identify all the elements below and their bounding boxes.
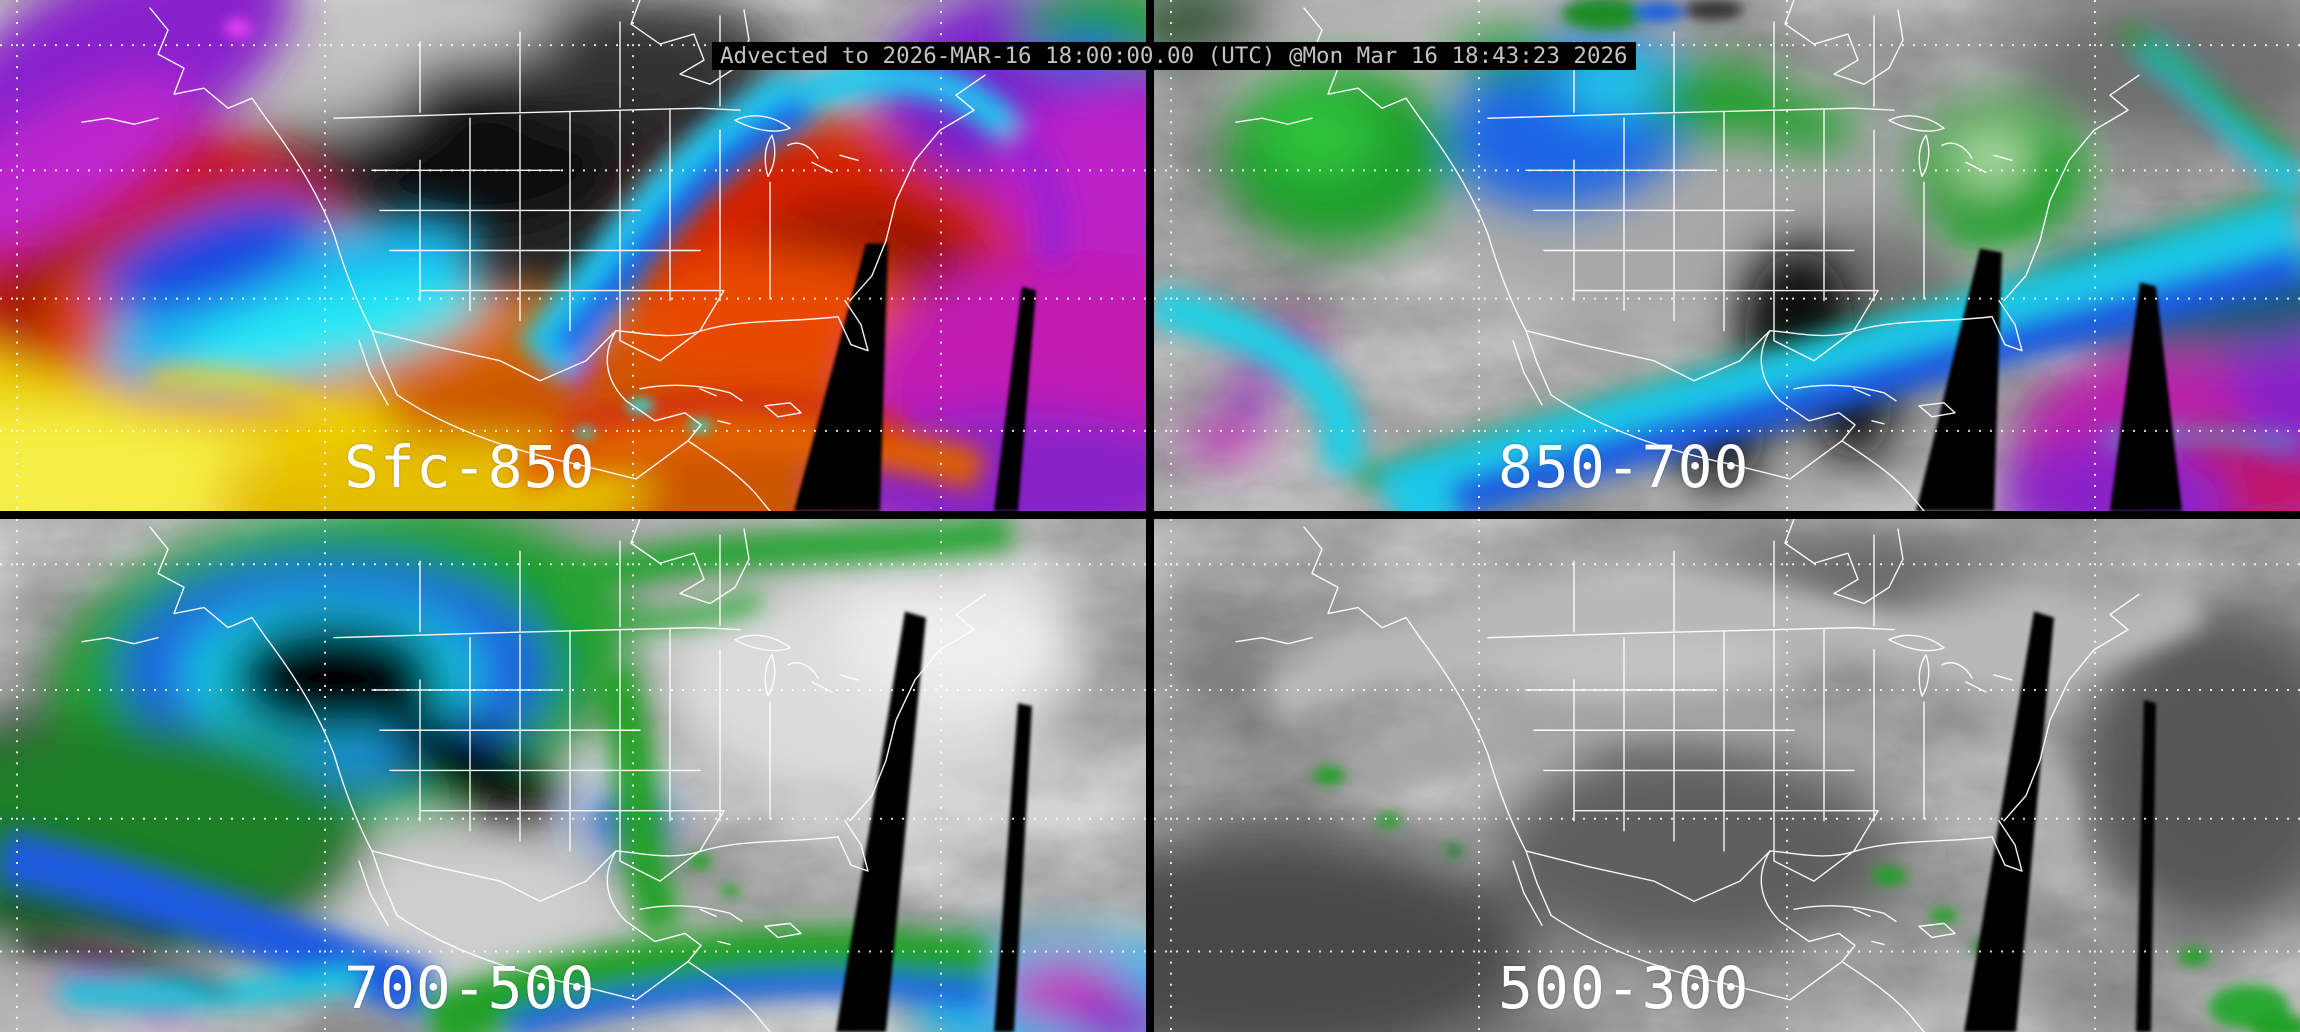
satellite-image-850-700 [1154, 0, 2300, 511]
satellite-image-500-300 [1154, 519, 2300, 1032]
panel-700-500: 700-500 [0, 519, 1146, 1032]
layer-label-850-700: 850-700 [1498, 433, 1750, 501]
panel-500-300: 500-300 [1154, 519, 2300, 1032]
layer-label-700-500: 700-500 [344, 954, 596, 1022]
layer-label-500-300: 500-300 [1498, 954, 1750, 1022]
layer-label-sfc-850: Sfc-850 [344, 433, 596, 501]
data-gap-wedges [836, 611, 1032, 1032]
panel-sfc-850: Sfc-850 [0, 0, 1146, 511]
data-gap-wedges [1916, 248, 2182, 511]
data-gap-wedges [794, 243, 1036, 511]
panel-850-700: 850-700 [1154, 0, 2300, 511]
title-bar: Advected to 2026-MAR-16 18:00:00.00 (UTC… [712, 42, 1636, 70]
satellite-image-700-500 [0, 519, 1146, 1032]
data-gap-wedges [1964, 611, 2156, 1032]
